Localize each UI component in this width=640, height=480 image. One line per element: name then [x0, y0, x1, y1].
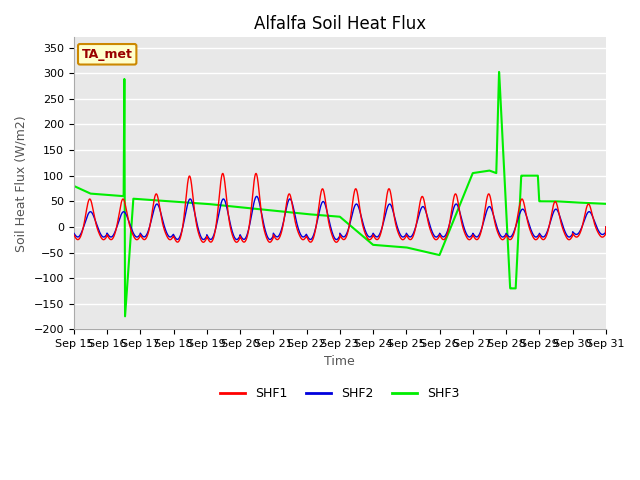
Legend: SHF1, SHF2, SHF3: SHF1, SHF2, SHF3 [215, 382, 465, 405]
SHF3 [376, 242, 384, 248]
Line: SHF2: SHF2 [74, 196, 605, 240]
SHF1 [414, 213, 422, 219]
SHF2 [414, 216, 422, 222]
SHF2 [333, 237, 340, 242]
Y-axis label: Soil Heat Flux (W/m2): Soil Heat Flux (W/m2) [15, 115, 28, 252]
SHF1 [377, 231, 385, 237]
SHF1 [479, 219, 487, 225]
SHF1 [219, 170, 227, 176]
SHF1 [556, 213, 563, 219]
Line: SHF1: SHF1 [74, 173, 605, 242]
SHF1 [333, 240, 340, 245]
SHF2 [479, 221, 487, 227]
SHF2 [556, 213, 563, 218]
SHF3 [172, 199, 179, 204]
SHF3 [495, 69, 503, 75]
SHF2 [602, 224, 609, 230]
X-axis label: Time: Time [324, 355, 355, 368]
SHF2 [172, 235, 179, 241]
Title: Alfalfa Soil Heat Flux: Alfalfa Soil Heat Flux [253, 15, 426, 33]
Text: TA_met: TA_met [82, 48, 132, 61]
SHF2 [153, 201, 161, 207]
SHF1 [70, 232, 77, 238]
SHF1 [172, 237, 179, 243]
SHF2 [253, 193, 260, 199]
SHF3 [479, 168, 487, 174]
Line: SHF3: SHF3 [74, 72, 605, 316]
SHF3 [121, 313, 129, 319]
SHF3 [602, 201, 609, 207]
SHF1 [153, 192, 161, 198]
SHF3 [556, 199, 563, 204]
SHF3 [414, 247, 422, 253]
SHF3 [70, 183, 77, 189]
SHF2 [70, 230, 77, 236]
SHF1 [602, 224, 609, 230]
SHF2 [377, 229, 385, 235]
SHF3 [154, 197, 161, 203]
